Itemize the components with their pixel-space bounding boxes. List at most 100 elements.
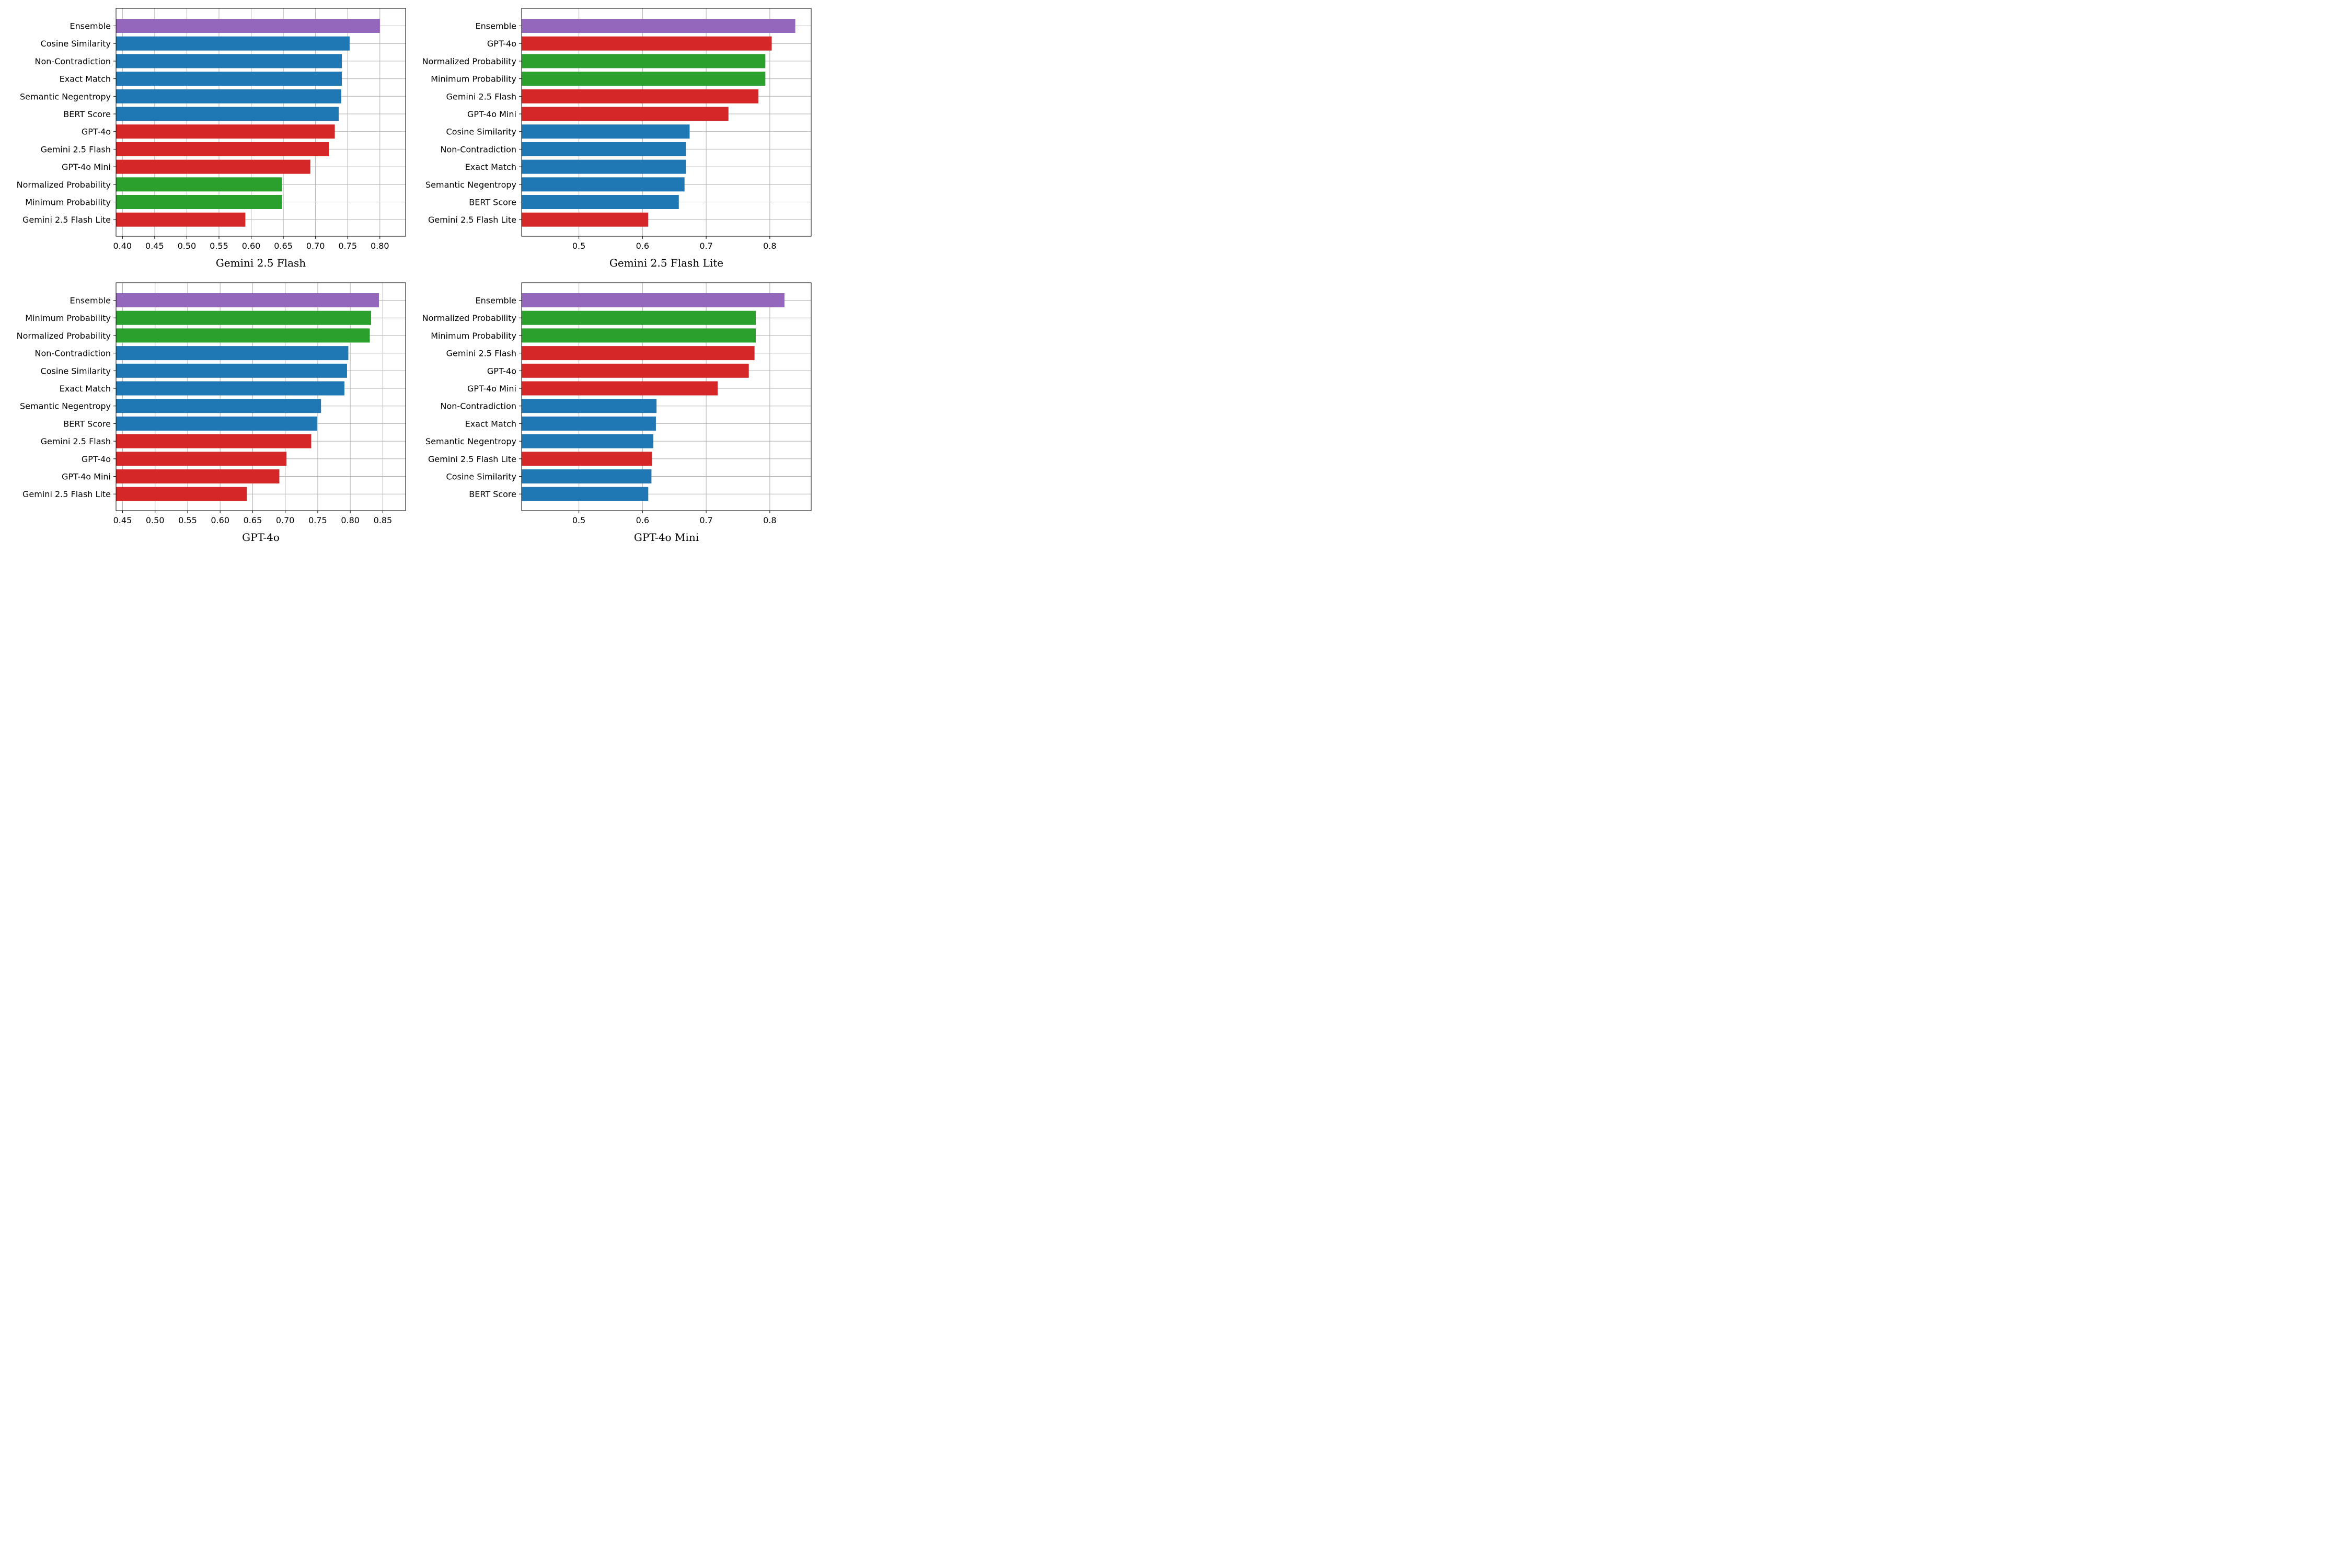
category-label: Cosine Similarity — [446, 127, 516, 137]
x-tick-label: 0.55 — [210, 241, 228, 251]
x-tick-label: 0.55 — [178, 515, 197, 525]
category-label: Cosine Similarity — [41, 366, 111, 376]
bar-gemini-2-5-flash-lite — [116, 487, 247, 501]
bar-bert-score — [522, 487, 649, 501]
bar-semantic-negentropy — [116, 89, 341, 103]
bar-exact-match — [116, 72, 342, 86]
category-label: Minimum Probability — [431, 74, 516, 84]
bar-gemini-2-5-flash-lite — [116, 212, 246, 227]
bar-gpt-4o — [116, 452, 287, 466]
x-axis-title: Gemini 2.5 Flash — [216, 257, 306, 269]
category-label: GPT-4o Mini — [62, 472, 111, 482]
x-tick-label: 0.45 — [113, 515, 132, 525]
category-label: GPT-4o — [487, 366, 516, 376]
x-tick-label: 0.50 — [178, 241, 197, 251]
x-tick-label: 0.65 — [274, 241, 293, 251]
category-label: Exact Match — [465, 162, 516, 172]
category-label: Ensemble — [476, 21, 516, 31]
x-tick-label: 0.70 — [276, 515, 295, 525]
category-label: Gemini 2.5 Flash Lite — [22, 215, 111, 225]
x-tick-label: 0.60 — [242, 241, 261, 251]
category-label: Semantic Negentropy — [425, 180, 516, 190]
x-tick-label: 0.85 — [374, 515, 393, 525]
bar-cosine-similarity — [116, 36, 350, 51]
category-label: Normalized Probability — [422, 313, 516, 323]
bar-gemini-2-5-flash — [522, 346, 755, 361]
category-label: Gemini 2.5 Flash Lite — [22, 489, 111, 499]
bar-exact-match — [522, 416, 656, 431]
bar-non-contradiction — [116, 346, 349, 361]
figure: 0.40 0.45 0.50 0.55 0.60 0.65 0.70 0.75 0.80 Ens… — [17, 8, 812, 544]
x-tick-label: 0.70 — [306, 241, 325, 251]
category-label: Gemini 2.5 Flash — [41, 436, 111, 446]
bar-cosine-similarity — [116, 363, 347, 378]
bar-minimum-probability — [116, 310, 372, 325]
bar-normalized-probability — [116, 328, 370, 343]
category-label: GPT-4o — [82, 127, 111, 137]
x-tick-label: 0.45 — [145, 241, 164, 251]
bar-minimum-probability — [116, 195, 282, 209]
x-tick-label: 0.60 — [211, 515, 229, 525]
bar-gpt-4o — [116, 124, 335, 139]
bar-bert-score — [116, 416, 317, 431]
category-label: Gemini 2.5 Flash — [41, 144, 111, 154]
bar-cosine-similarity — [522, 124, 690, 139]
category-label: Normalized Probability — [17, 331, 111, 341]
category-label: GPT-4o — [82, 454, 111, 464]
plot-frame — [116, 8, 406, 237]
category-label: GPT-4o Mini — [467, 384, 516, 394]
category-label: Cosine Similarity — [41, 39, 111, 49]
bar-cosine-similarity — [522, 469, 652, 483]
category-label: BERT Score — [469, 489, 516, 499]
category-label: Non-Contradiction — [441, 401, 516, 411]
bar-gemini-2-5-flash — [116, 434, 312, 448]
bar-non-contradiction — [522, 399, 657, 413]
category-label: Minimum Probability — [25, 313, 111, 323]
category-label: GPT-4o Mini — [467, 109, 516, 119]
x-tick-label: 0.6 — [636, 515, 649, 525]
x-tick-label: 0.5 — [572, 515, 585, 525]
x-tick-label: 0.7 — [699, 241, 712, 251]
panel-gpt-4o-mini: 0.5 0.6 0.7 0.8 Ensemble Normalized Probabil… — [422, 282, 812, 544]
bar-bert-score — [116, 107, 339, 121]
plot-frame — [116, 282, 406, 511]
category-label: Normalized Probability — [422, 56, 516, 66]
x-tick-label: 0.8 — [763, 515, 776, 525]
x-tick-label: 0.5 — [572, 241, 585, 251]
category-label: Exact Match — [465, 419, 516, 429]
bar-minimum-probability — [522, 328, 756, 343]
x-axis-title: GPT-4o — [242, 531, 280, 544]
category-label: Cosine Similarity — [446, 472, 516, 482]
category-label: Exact Match — [60, 384, 111, 394]
category-label: GPT-4o — [487, 39, 516, 49]
category-label: Gemini 2.5 Flash Lite — [428, 454, 516, 464]
bar-gpt-4o — [522, 363, 749, 378]
bar-gpt-4o-mini — [116, 159, 310, 174]
bar-gpt-4o-mini — [522, 381, 718, 396]
x-tick-label: 0.50 — [146, 515, 165, 525]
category-label: Minimum Probability — [25, 198, 111, 207]
plot-frame — [521, 282, 812, 511]
category-label: Exact Match — [60, 74, 111, 84]
bar-normalized-probability — [522, 54, 766, 68]
x-axis-title: Gemini 2.5 Flash Lite — [609, 257, 723, 269]
bar-non-contradiction — [116, 54, 342, 68]
panel-gpt-4o: 0.45 0.50 0.55 0.60 0.65 0.70 0.75 0.80 0.85 Ens… — [17, 282, 406, 544]
category-label: GPT-4o Mini — [62, 162, 111, 172]
bar-ensemble — [522, 293, 785, 307]
category-label: Minimum Probability — [431, 331, 516, 341]
category-label: Gemini 2.5 Flash Lite — [428, 215, 516, 225]
category-label: Semantic Negentropy — [20, 91, 111, 101]
panel-gemini-2-5-flash: 0.40 0.45 0.50 0.55 0.60 0.65 0.70 0.75 0.80 Ens… — [17, 8, 406, 269]
bar-gemini-2-5-flash — [522, 89, 758, 103]
bar-gpt-4o — [522, 36, 772, 51]
bar-ensemble — [116, 293, 379, 307]
x-tick-label: 0.80 — [341, 515, 360, 525]
category-label: BERT Score — [63, 419, 111, 429]
x-tick-label: 0.8 — [763, 241, 776, 251]
bar-non-contradiction — [522, 142, 686, 156]
bar-exact-match — [116, 381, 344, 396]
plot-frame — [521, 8, 812, 237]
x-tick-label: 0.7 — [699, 515, 712, 525]
category-label: Normalized Probability — [17, 180, 111, 190]
